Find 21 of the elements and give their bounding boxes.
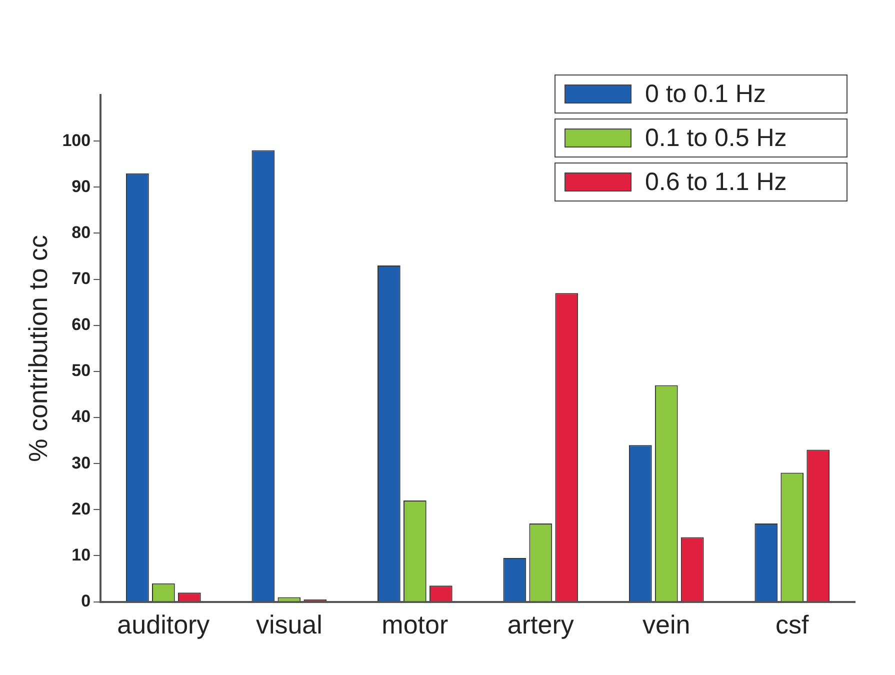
y-tick-label: 90 xyxy=(72,176,91,196)
y-tick-label: 40 xyxy=(72,407,91,426)
x-tick-label: motor xyxy=(382,610,448,640)
y-tick-label: 50 xyxy=(72,361,91,380)
y-tick-label: 100 xyxy=(62,130,91,150)
x-tick-label: visual xyxy=(256,610,322,640)
y-tick-label: 10 xyxy=(72,545,91,564)
x-tick-label: vein xyxy=(642,610,690,640)
y-tick-label: 20 xyxy=(72,499,91,518)
y-tick-label: 60 xyxy=(72,315,91,334)
y-tick-label: 70 xyxy=(72,268,91,288)
legend-label: 0.1 to 0.5 Hz xyxy=(645,124,787,152)
x-tick-label: artery xyxy=(507,610,574,640)
x-tick-label: csf xyxy=(776,610,810,640)
legend-label: 0.6 to 1.1 Hz xyxy=(645,168,787,196)
y-tick-label: 0 xyxy=(81,591,91,610)
legend-label: 0 to 0.1 Hz xyxy=(645,80,766,108)
x-tick-label: auditory xyxy=(117,610,210,640)
y-tick-label: 80 xyxy=(72,222,91,242)
y-tick-label: 30 xyxy=(72,453,91,472)
y-axis-title: % contribution to cc xyxy=(22,234,53,462)
